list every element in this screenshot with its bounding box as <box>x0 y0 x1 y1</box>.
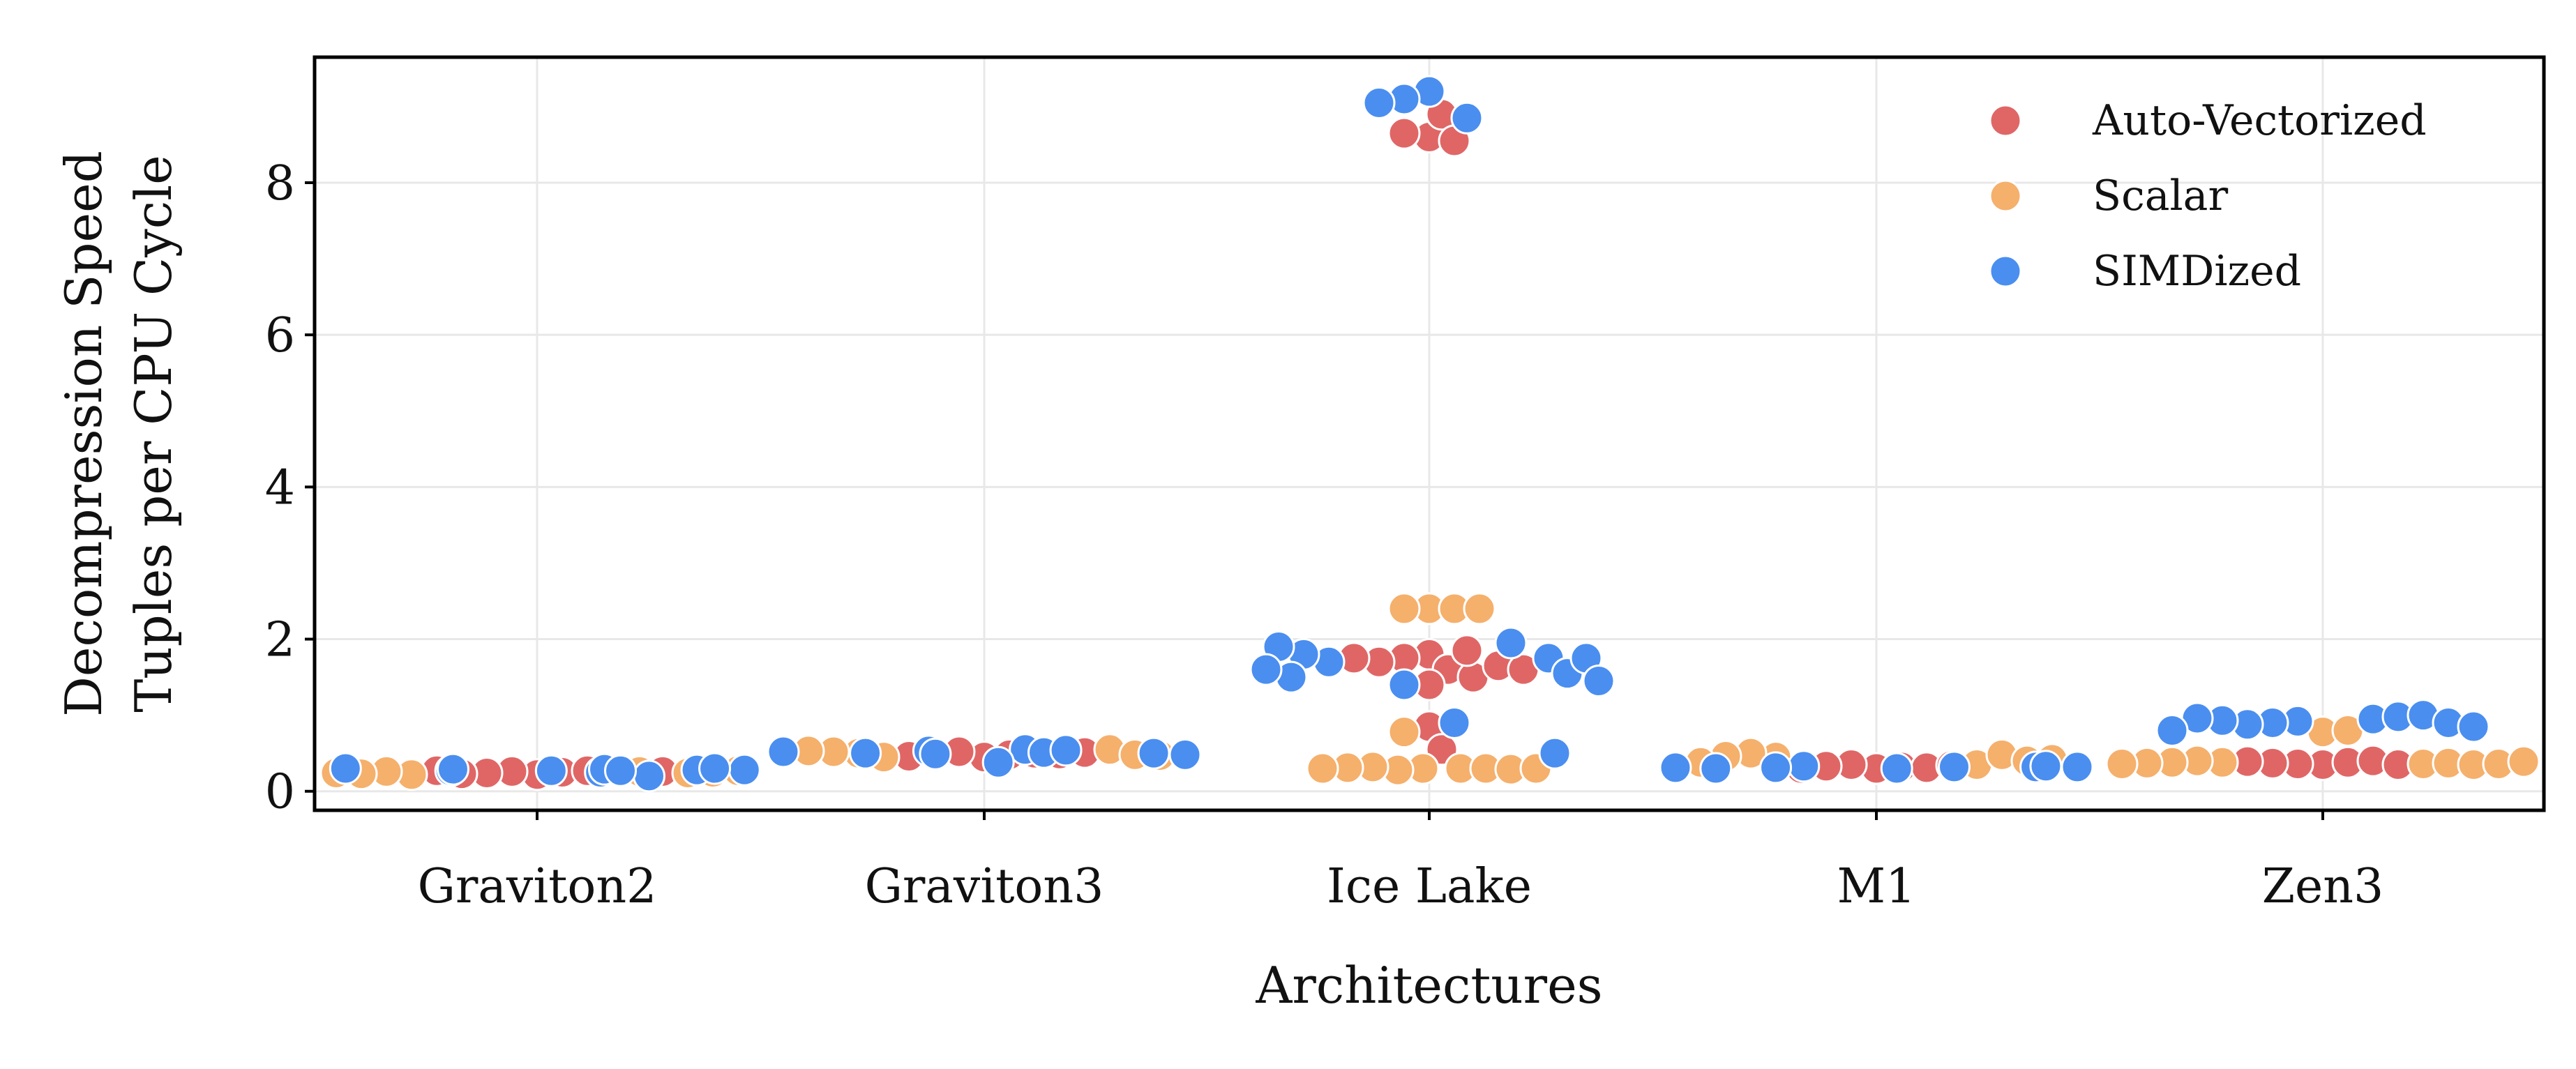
data-point-simdized <box>1050 735 1081 766</box>
data-point-simdized <box>1761 752 1791 783</box>
data-point-simdized <box>1452 103 1482 133</box>
y-axis: 0 2 4 6 8 <box>265 156 315 820</box>
x-tick-label: Graviton2 <box>418 859 657 914</box>
legend-label: Auto-Vectorized <box>2092 96 2427 145</box>
y-tick-label: 4 <box>265 460 295 515</box>
data-point-simdized <box>536 755 566 786</box>
data-point-simdized <box>1364 87 1394 118</box>
data-point-scalar <box>1389 717 1419 748</box>
data-point-simdized <box>2157 715 2187 745</box>
legend-marker <box>1990 256 2021 287</box>
data-point-scalar <box>2107 748 2137 779</box>
data-point-simdized <box>850 738 881 768</box>
y-tick-label: 8 <box>265 156 295 211</box>
y-axis-title-line-1: Decompression Speed <box>54 151 113 717</box>
x-tick-label: M1 <box>1837 859 1916 914</box>
data-point-simdized <box>1251 654 1281 685</box>
data-point-scalar <box>1464 593 1495 624</box>
data-point-simdized <box>1788 751 1819 782</box>
legend-marker <box>1990 105 2021 136</box>
data-point-auto-vectorized <box>1389 118 1419 149</box>
legend-label: SIMDized <box>2093 247 2301 296</box>
y-tick-label: 6 <box>265 308 295 363</box>
data-point-simdized <box>1439 708 1470 738</box>
data-point-scalar <box>1389 593 1419 624</box>
data-point-simdized <box>1170 739 1200 770</box>
y-tick-label: 2 <box>265 613 295 668</box>
data-point-simdized <box>2458 711 2489 742</box>
x-axis-title: Architectures <box>1255 956 1602 1015</box>
legend-marker <box>1990 181 2021 211</box>
legend: Auto-Vectorized Scalar SIMDized <box>1990 96 2427 296</box>
data-point-simdized <box>920 738 951 769</box>
x-tick-label: Zen3 <box>2262 859 2384 914</box>
data-point-simdized <box>1881 753 1912 784</box>
data-point-scalar <box>2508 746 2539 777</box>
data-point-scalar <box>1307 753 1338 784</box>
data-point-simdized <box>1701 753 1731 784</box>
data-point-simdized <box>729 755 760 785</box>
data-point-simdized <box>2062 752 2093 782</box>
data-point-simdized <box>1539 738 1570 768</box>
legend-label: Scalar <box>2093 172 2228 220</box>
y-axis-title-line-2: Tuples per CPU Cycle <box>124 155 183 713</box>
data-point-simdized <box>1938 752 1969 782</box>
data-point-simdized <box>605 755 636 786</box>
data-point-simdized <box>1660 752 1691 783</box>
data-point-simdized <box>1138 738 1169 768</box>
data-point-simdized <box>2031 751 2061 782</box>
x-axis: Graviton2 Graviton3 Ice Lake M1 Zen3 <box>418 810 2384 914</box>
x-tick-label: Graviton3 <box>865 859 1104 914</box>
data-point-simdized <box>437 754 468 784</box>
data-point-simdized <box>1496 628 1526 658</box>
data-point-simdized <box>633 761 664 791</box>
data-point-simdized <box>768 736 799 767</box>
data-point-simdized <box>983 747 1014 778</box>
y-tick-label: 0 <box>265 765 295 820</box>
data-point-simdized <box>1583 666 1614 697</box>
data-point-auto-vectorized <box>1452 635 1482 666</box>
x-tick-label: Ice Lake <box>1327 859 1532 914</box>
data-point-simdized <box>1389 669 1419 700</box>
data-point-simdized <box>700 753 730 784</box>
data-point-simdized <box>330 753 361 784</box>
